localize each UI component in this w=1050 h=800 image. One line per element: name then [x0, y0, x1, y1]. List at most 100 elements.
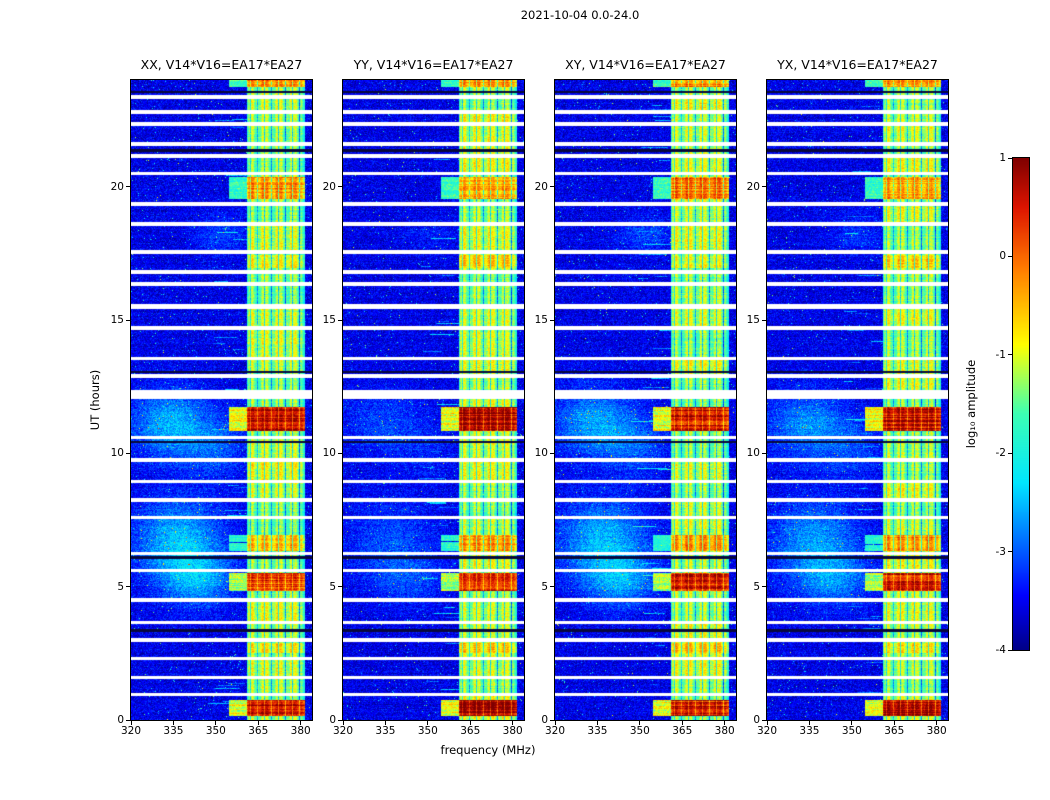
colorbar-tick-mark [1008, 452, 1012, 454]
x-tick-mark [427, 721, 429, 725]
colorbar-tick-mark [1008, 551, 1012, 553]
x-tick-mark [808, 721, 810, 725]
panel-title: YY, V14*V16=EA17*EA27 [353, 57, 514, 72]
x-tick-label: 350 [417, 725, 438, 737]
x-tick-mark [724, 721, 726, 725]
y-tick-label: 0 [541, 713, 548, 726]
x-tick-mark [766, 721, 768, 725]
x-tick-mark [936, 721, 938, 725]
y-tick-label: 10 [746, 447, 760, 460]
x-tick-label: 335 [587, 725, 608, 737]
y-tick-label: 20 [746, 180, 760, 193]
y-tick-mark [762, 586, 766, 588]
colorbar-tick-mark [1008, 157, 1012, 159]
y-tick-mark [550, 452, 554, 454]
x-tick-mark [130, 721, 132, 725]
x-tick-label: 350 [629, 725, 650, 737]
colorbar-tick-mark [1008, 354, 1012, 356]
x-tick-mark [342, 721, 344, 725]
x-tick-label: 320 [756, 725, 778, 737]
spectrogram-canvas-xy [554, 79, 737, 721]
panel-title: XX, V14*V16=EA17*EA27 [140, 57, 303, 72]
y-tick-label: 20 [534, 180, 548, 193]
colorbar-gradient [1012, 157, 1030, 651]
x-tick-mark [596, 721, 598, 725]
x-tick-label: 335 [375, 725, 396, 737]
panel-title: YX, V14*V16=EA17*EA27 [777, 57, 938, 72]
y-tick-mark [126, 719, 130, 721]
y-tick-mark [550, 719, 554, 721]
y-tick-label: 0 [329, 713, 336, 726]
x-tick-mark [681, 721, 683, 725]
y-tick-mark [762, 719, 766, 721]
y-tick-label: 15 [110, 313, 124, 326]
y-tick-label: 20 [110, 180, 124, 193]
x-tick-label: 320 [332, 725, 354, 737]
y-tick-label: 15 [534, 313, 548, 326]
x-tick-mark [300, 721, 302, 725]
x-tick-label: 320 [120, 725, 142, 737]
panel-title: XY, V14*V16=EA17*EA27 [565, 57, 726, 72]
y-tick-label: 5 [541, 580, 548, 593]
x-tick-label: 365 [672, 725, 693, 737]
y-tick-label: 0 [117, 713, 124, 726]
y-tick-mark [338, 319, 342, 321]
x-tick-label: 350 [841, 725, 862, 737]
spectrogram-canvas-xx [130, 79, 313, 721]
figure-title: 2021-10-04 0.0-24.0 [520, 8, 640, 22]
colorbar-tick-label: -2 [995, 446, 1006, 459]
x-tick-mark [215, 721, 217, 725]
y-tick-mark [126, 586, 130, 588]
y-axis-label: UT (hours) [88, 369, 102, 431]
colorbar-tick-label: -4 [995, 643, 1006, 656]
colorbar-tick-label: -3 [995, 545, 1006, 558]
colorbar-tick-mark [1008, 255, 1012, 257]
x-tick-mark [512, 721, 514, 725]
x-tick-mark [257, 721, 259, 725]
colorbar-tick-mark [1008, 649, 1012, 651]
x-tick-label: 320 [544, 725, 566, 737]
x-tick-mark [893, 721, 895, 725]
colorbar-tick-label: 1 [999, 151, 1006, 164]
x-tick-label: 380 [926, 725, 947, 737]
x-tick-label: 350 [205, 725, 226, 737]
spectrogram-canvas-yy [342, 79, 525, 721]
y-tick-mark [762, 452, 766, 454]
y-tick-label: 10 [110, 447, 124, 460]
y-tick-mark [762, 186, 766, 188]
x-axis-label: frequency (MHz) [440, 743, 536, 757]
y-tick-mark [126, 452, 130, 454]
x-tick-label: 335 [799, 725, 820, 737]
x-tick-label: 380 [502, 725, 523, 737]
y-tick-label: 10 [322, 447, 336, 460]
y-tick-label: 15 [322, 313, 336, 326]
y-tick-label: 15 [746, 313, 760, 326]
x-tick-label: 365 [248, 725, 269, 737]
x-tick-mark [639, 721, 641, 725]
y-tick-mark [550, 586, 554, 588]
x-tick-mark [554, 721, 556, 725]
x-tick-label: 380 [714, 725, 735, 737]
x-tick-label: 365 [460, 725, 481, 737]
x-tick-mark [851, 721, 853, 725]
colorbar-tick-label: -1 [995, 348, 1006, 361]
y-tick-label: 5 [753, 580, 760, 593]
x-tick-mark [172, 721, 174, 725]
x-tick-label: 380 [290, 725, 311, 737]
colorbar-tick-label: 0 [999, 250, 1006, 263]
x-tick-label: 365 [884, 725, 905, 737]
y-tick-label: 10 [534, 447, 548, 460]
colorbar-label: log₁₀ amplitude [964, 359, 978, 449]
y-tick-mark [550, 186, 554, 188]
x-tick-label: 335 [163, 725, 184, 737]
y-tick-label: 20 [322, 180, 336, 193]
y-tick-label: 5 [329, 580, 336, 593]
y-tick-mark [338, 586, 342, 588]
x-tick-mark [469, 721, 471, 725]
x-tick-mark [384, 721, 386, 725]
y-tick-label: 0 [753, 713, 760, 726]
y-tick-mark [762, 319, 766, 321]
y-tick-mark [126, 319, 130, 321]
y-tick-mark [338, 186, 342, 188]
